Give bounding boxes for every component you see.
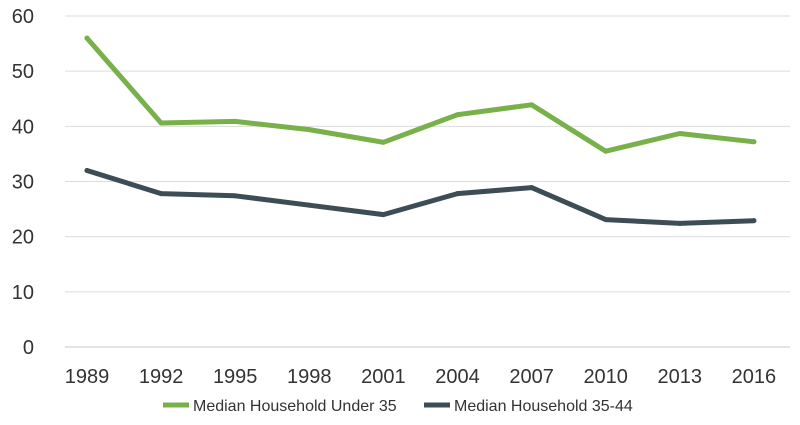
data-point	[455, 191, 460, 197]
y-tick-label: 50	[12, 61, 34, 83]
data-point	[603, 217, 609, 223]
data-point	[232, 118, 238, 124]
series-line-0	[84, 35, 757, 154]
y-tick-label: 10	[12, 282, 34, 304]
x-tick-label: 1995	[213, 366, 258, 388]
x-axis-labels: 1989 1992 1995 1998 2001 2004 2007 2010 2013 2016	[65, 366, 776, 388]
data-point	[455, 112, 460, 118]
data-point	[158, 191, 164, 197]
x-tick-label: 2016	[732, 366, 777, 388]
data-point	[232, 193, 238, 199]
y-axis-labels: 0 10 20 30 40 50 60	[12, 6, 34, 359]
y-tick-label: 40	[12, 116, 34, 138]
data-point	[306, 202, 312, 208]
series-lines	[84, 35, 757, 226]
data-point	[380, 139, 386, 145]
data-point	[751, 139, 757, 145]
x-tick-label: 1989	[65, 366, 110, 388]
x-tick-label: 2001	[361, 366, 406, 388]
x-tick-label: 2010	[583, 366, 628, 388]
legend-label-0: Median Household Under 35	[193, 398, 397, 415]
data-point	[603, 148, 609, 154]
y-tick-label: 60	[12, 6, 34, 28]
legend: Median Household Under 35 Median Househol…	[163, 398, 633, 415]
legend-label-1: Median Household 35-44	[454, 398, 633, 415]
x-tick-label: 2007	[509, 366, 554, 388]
data-point	[529, 185, 535, 191]
gridlines	[65, 15, 790, 348]
data-point	[306, 127, 312, 133]
data-point	[529, 102, 535, 108]
data-point	[751, 218, 757, 224]
y-tick-label: 30	[12, 172, 34, 194]
series-line-1	[84, 168, 757, 226]
x-tick-label: 1992	[139, 366, 184, 388]
x-tick-label: 2013	[658, 366, 703, 388]
data-point	[380, 212, 386, 218]
data-point	[677, 220, 683, 226]
data-point	[84, 35, 90, 41]
y-tick-label: 0	[23, 337, 34, 359]
x-tick-label: 2004	[435, 366, 480, 388]
x-tick-label: 1998	[287, 366, 332, 388]
data-point	[158, 120, 164, 126]
data-point	[84, 167, 90, 173]
y-tick-label: 20	[12, 227, 34, 249]
data-point	[677, 131, 683, 137]
